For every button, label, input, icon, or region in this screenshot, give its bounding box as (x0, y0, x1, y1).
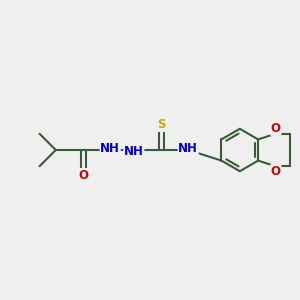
Text: O: O (271, 122, 281, 135)
Text: NH: NH (178, 142, 198, 155)
Text: NH: NH (124, 145, 144, 158)
Text: S: S (158, 118, 166, 131)
Text: NH: NH (100, 142, 120, 155)
Text: O: O (271, 165, 281, 178)
Text: O: O (79, 169, 89, 182)
